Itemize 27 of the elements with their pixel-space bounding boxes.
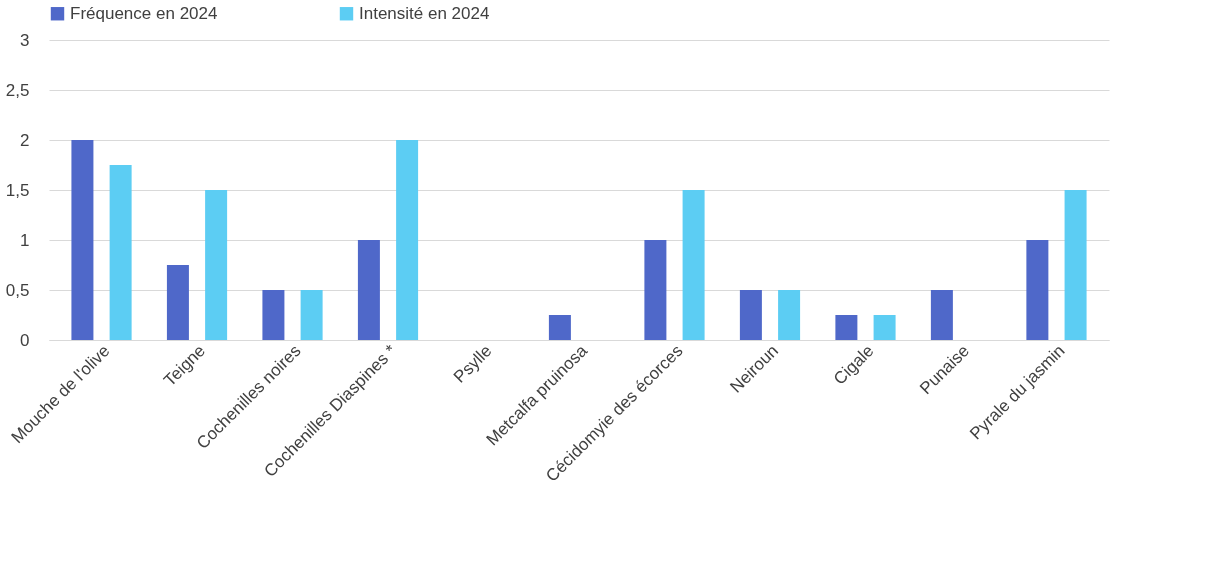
y-tick-label: 1,5	[5, 180, 30, 200]
bar	[396, 140, 419, 340]
bar	[835, 315, 858, 340]
bar	[644, 240, 667, 340]
bar	[357, 240, 380, 340]
bar	[548, 315, 571, 340]
y-tick-label: 2	[20, 130, 30, 150]
bar	[1064, 190, 1087, 340]
bar	[71, 140, 94, 340]
bar	[682, 190, 705, 340]
y-tick-label: 0,5	[5, 280, 30, 300]
legend-label: Intensité en 2024	[359, 3, 490, 23]
bar	[873, 315, 896, 340]
bar	[109, 165, 132, 340]
bar	[166, 265, 189, 340]
bar	[930, 290, 953, 340]
bar	[205, 190, 228, 340]
y-tick-label: 0	[20, 330, 30, 350]
bar	[739, 290, 762, 340]
bar	[262, 290, 285, 340]
bar	[778, 290, 801, 340]
bar	[300, 290, 323, 340]
y-tick-label: 2,5	[5, 80, 30, 100]
y-tick-label: 3	[20, 30, 30, 50]
y-tick-label: 1	[20, 230, 30, 250]
legend-label: Fréquence en 2024	[70, 3, 218, 23]
bar	[1026, 240, 1049, 340]
